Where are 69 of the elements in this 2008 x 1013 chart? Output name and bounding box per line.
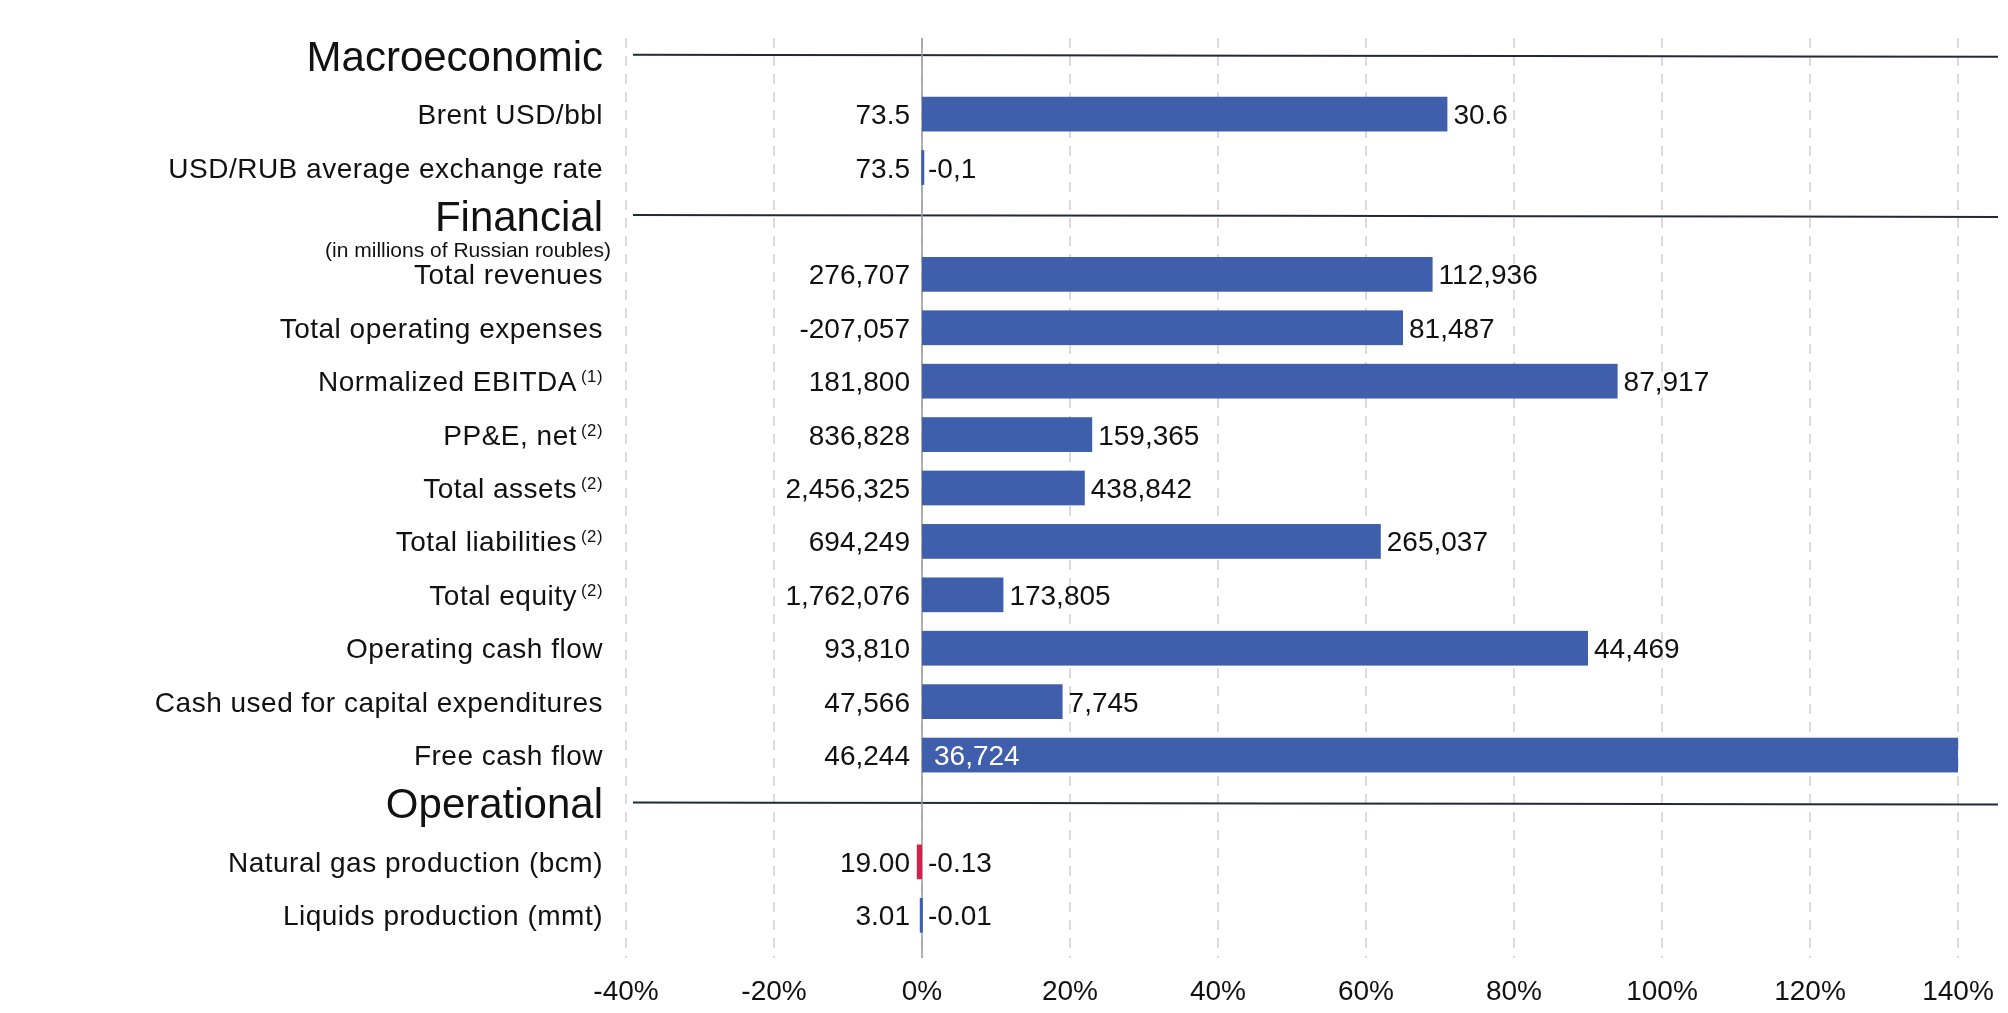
y-tick-label: Total liabilities$^{(2)}$ (395, 526, 603, 558)
annotation: 93,810 (824, 633, 910, 665)
annotation: 1,762,076 (785, 579, 910, 611)
annotation: -0,1 (928, 152, 977, 184)
annotation: 47,566 (824, 686, 910, 718)
y-tick-label: Brent USD/bbl (417, 99, 603, 131)
text: (in millions of Russian roubles) (325, 237, 611, 261)
x-tick-label: 100% (1626, 975, 1698, 1006)
x-tick-label: 0% (901, 975, 943, 1006)
text: Macroeconomic (306, 32, 603, 80)
annotation: 19.00 (839, 846, 910, 878)
annotation: 112,936 (1438, 259, 1538, 291)
bar (922, 737, 1958, 773)
annotation: 81,487 (1409, 312, 1495, 344)
bar (922, 363, 1618, 399)
bar (922, 96, 1448, 132)
bar (922, 684, 1063, 720)
annotation: -0.13 (928, 846, 992, 878)
annotation: 438,842 (1090, 473, 1193, 504)
bar (922, 470, 1085, 506)
text: Operational (385, 780, 603, 828)
bar (922, 524, 1381, 559)
x-tick-label: 140% (1922, 975, 1994, 1006)
x-tick-label: -40% (593, 975, 659, 1006)
annotation: 30.6 (1453, 99, 1508, 131)
annotation: 46,244 (824, 740, 910, 772)
y-tick-label: Total assets$^{(2)}$ (423, 473, 603, 504)
y-tick-label: USD/RUB average exchange rate (168, 152, 603, 184)
y-tick-label: Normalized EBITDA$^{(1)}$ (317, 366, 603, 398)
annotation: 181,800 (808, 366, 910, 398)
y-tick-label: PP&E, net$^{(2)}$ (443, 419, 603, 451)
annotation: 73.5 (855, 99, 910, 131)
annotation: 44,469 (1594, 633, 1680, 665)
annotation: 2,456,325 (785, 473, 910, 504)
bar (922, 417, 1093, 452)
annotation: -207,057 (799, 312, 910, 344)
x-tick-label: 120% (1774, 975, 1846, 1006)
y-tick-label: Free cash flow (413, 740, 604, 772)
bar (919, 897, 923, 933)
y-tick-label: Cash used for capital expenditures (154, 686, 603, 718)
y-tick-label: Total revenues (413, 259, 603, 291)
x-tick-label: 20% (1041, 975, 1099, 1006)
x-tick-label: -20% (741, 975, 807, 1006)
y-tick-label: Liquids production (mmt) (282, 900, 603, 932)
y-tick-label: Operating cash flow (346, 633, 604, 665)
annotation: 7,745 (1068, 686, 1139, 718)
annotation: 836,828 (808, 419, 910, 451)
annotation: 36,724 (934, 740, 1020, 772)
annotation: 276,707 (808, 259, 910, 291)
annotation: 73.5 (855, 152, 910, 184)
bar (922, 577, 1004, 613)
x-tick-label: 80% (1485, 975, 1543, 1006)
annotation: 265,037 (1386, 526, 1489, 558)
annotation: 694,249 (808, 526, 910, 558)
annotation: 159,365 (1098, 419, 1200, 451)
bar (916, 844, 922, 880)
y-tick-label: Total operating expenses (279, 312, 603, 344)
bar (922, 256, 1433, 292)
annotation: 3.01 (855, 900, 910, 932)
y-tick-label: Natural gas production (bcm) (227, 846, 603, 878)
bar (922, 310, 1403, 346)
x-tick-label: 60% (1337, 975, 1395, 1006)
annotation: 173,805 (1009, 579, 1111, 611)
y-tick-label: Total equity$^{(2)}$ (429, 579, 603, 611)
text: Financial (434, 192, 603, 240)
bar (922, 630, 1588, 666)
annotation: 87,917 (1623, 366, 1710, 398)
x-tick-label: 40% (1189, 975, 1247, 1006)
annotation: -0.01 (928, 900, 992, 932)
